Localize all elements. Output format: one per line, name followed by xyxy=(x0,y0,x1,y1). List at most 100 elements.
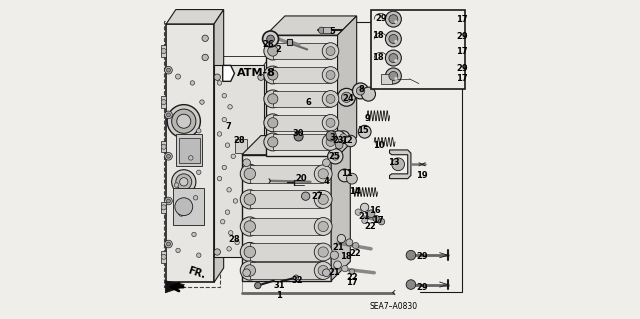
Circle shape xyxy=(240,164,259,183)
Circle shape xyxy=(301,192,310,200)
Text: 15: 15 xyxy=(357,126,369,135)
Circle shape xyxy=(326,70,335,79)
Circle shape xyxy=(385,31,401,47)
Bar xyxy=(323,27,332,33)
Text: 13: 13 xyxy=(388,158,399,167)
Circle shape xyxy=(218,132,221,136)
Bar xyxy=(214,65,264,257)
Circle shape xyxy=(200,100,204,104)
Circle shape xyxy=(294,275,299,280)
Bar xyxy=(161,141,166,152)
Text: 3: 3 xyxy=(330,133,335,142)
Circle shape xyxy=(222,165,227,170)
Bar xyxy=(250,243,323,261)
Circle shape xyxy=(345,135,356,147)
Text: 9: 9 xyxy=(365,114,371,122)
Circle shape xyxy=(389,15,398,24)
Circle shape xyxy=(318,169,328,179)
Circle shape xyxy=(318,247,328,257)
Circle shape xyxy=(326,118,335,127)
Bar xyxy=(173,188,204,225)
Circle shape xyxy=(244,246,255,258)
Circle shape xyxy=(326,47,335,56)
Circle shape xyxy=(264,66,282,84)
Text: 11: 11 xyxy=(340,169,353,178)
Circle shape xyxy=(243,269,250,277)
Bar xyxy=(273,91,330,107)
Bar xyxy=(161,45,166,57)
Circle shape xyxy=(167,105,200,138)
Text: 27: 27 xyxy=(312,192,323,201)
Circle shape xyxy=(258,74,264,80)
Text: 29: 29 xyxy=(416,252,428,261)
Circle shape xyxy=(268,46,278,56)
Text: 29: 29 xyxy=(456,32,468,41)
Bar xyxy=(273,67,330,83)
Circle shape xyxy=(394,77,397,80)
Circle shape xyxy=(264,133,282,151)
Bar xyxy=(234,139,247,153)
Polygon shape xyxy=(390,150,411,179)
Circle shape xyxy=(338,169,351,182)
Circle shape xyxy=(174,183,179,187)
Text: 28: 28 xyxy=(234,136,245,145)
Polygon shape xyxy=(242,136,350,155)
Circle shape xyxy=(342,265,348,272)
Circle shape xyxy=(389,54,398,63)
Circle shape xyxy=(172,109,196,133)
Text: 17: 17 xyxy=(456,74,468,83)
Text: 20: 20 xyxy=(295,174,307,183)
Circle shape xyxy=(385,50,401,66)
Polygon shape xyxy=(331,136,350,281)
Circle shape xyxy=(166,199,170,203)
Text: 2: 2 xyxy=(276,45,282,54)
Polygon shape xyxy=(266,16,356,35)
Circle shape xyxy=(175,74,180,79)
Circle shape xyxy=(227,188,231,192)
Circle shape xyxy=(220,219,225,224)
Polygon shape xyxy=(223,65,234,81)
Circle shape xyxy=(389,34,398,43)
Circle shape xyxy=(333,261,341,269)
Circle shape xyxy=(406,250,416,260)
Circle shape xyxy=(235,240,239,245)
Circle shape xyxy=(319,27,324,33)
Text: 21: 21 xyxy=(358,212,370,221)
Circle shape xyxy=(166,242,170,246)
Text: 18: 18 xyxy=(372,31,383,40)
Circle shape xyxy=(231,154,236,159)
Text: 25: 25 xyxy=(328,152,340,161)
Circle shape xyxy=(244,194,255,205)
Circle shape xyxy=(244,265,255,276)
Circle shape xyxy=(214,74,220,80)
Circle shape xyxy=(214,249,220,255)
Circle shape xyxy=(258,249,264,255)
Polygon shape xyxy=(166,10,223,24)
Circle shape xyxy=(346,173,357,184)
Circle shape xyxy=(314,165,332,183)
Circle shape xyxy=(322,134,339,150)
Circle shape xyxy=(202,54,209,61)
Circle shape xyxy=(326,94,335,103)
Circle shape xyxy=(362,87,376,101)
Bar xyxy=(250,190,323,208)
Circle shape xyxy=(394,40,397,43)
Circle shape xyxy=(166,154,170,158)
Circle shape xyxy=(332,152,339,160)
Circle shape xyxy=(314,190,332,208)
Circle shape xyxy=(340,134,347,141)
Bar xyxy=(381,74,392,84)
Circle shape xyxy=(240,242,259,262)
Circle shape xyxy=(166,68,170,72)
Circle shape xyxy=(268,118,278,128)
Circle shape xyxy=(193,196,198,200)
Bar xyxy=(179,138,200,163)
Circle shape xyxy=(335,141,343,149)
Bar xyxy=(250,218,323,235)
Text: 4: 4 xyxy=(323,177,330,186)
Circle shape xyxy=(192,232,196,237)
Circle shape xyxy=(264,114,282,132)
Circle shape xyxy=(314,218,332,235)
Circle shape xyxy=(356,87,365,95)
Circle shape xyxy=(330,251,339,259)
